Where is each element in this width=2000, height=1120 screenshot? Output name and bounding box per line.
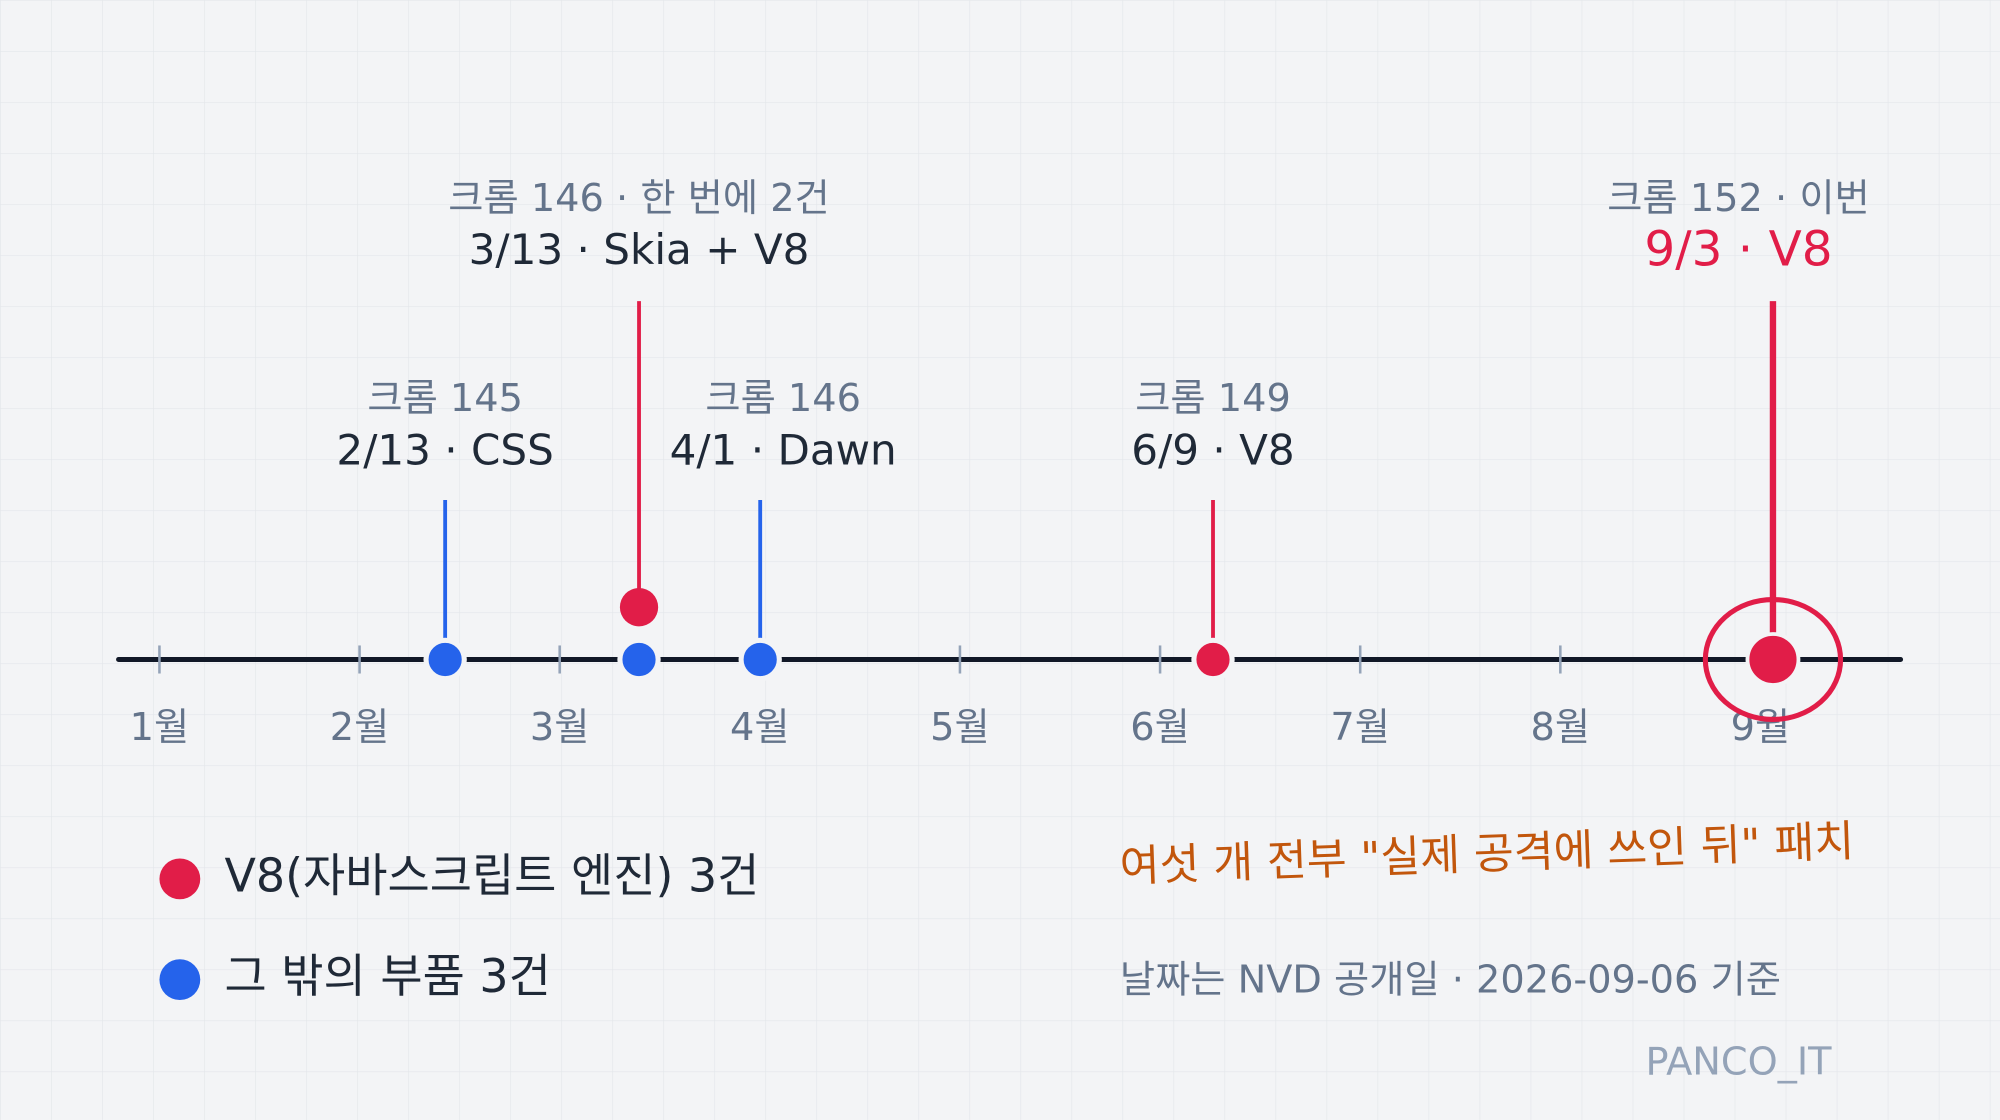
event-label: 2/13 · CSS [336,425,553,474]
event-dot [1191,637,1235,682]
month-label: 7월 [1330,705,1390,750]
event-label-current: 9/3 · V8 [1644,222,1832,278]
event-label: 3/13 · Skia + V8 [469,225,810,274]
month-label: 1월 [130,705,190,750]
event-version: 크롬 146 · 한 번에 2건 [448,176,829,221]
legend-swatch [159,858,201,900]
event-dot [619,588,659,627]
event-label: 4/1 · Dawn [670,425,897,474]
highlight-ring [1702,596,1844,722]
month-ticks: 1월 2월 3월 4월 5월 6월 7월 8월 9월 [130,645,1790,750]
legend-swatch [159,959,201,1001]
legend-label: V8(자바스크립트 엔진) 3건 [224,848,759,902]
event-dot [423,637,467,682]
month-label: 2월 [330,705,390,750]
source-note: 날짜는 NVD 공개일 · 2026-09-06 기준 [1120,958,1781,1003]
legend-label: 그 밖의 부품 3건 [224,949,550,1003]
event-version: 크롬 146 [705,376,861,421]
event-label: 6/9 · V8 [1131,425,1294,474]
event-version: 크롬 149 [1135,376,1291,421]
event-dot [617,637,661,682]
event-version: 크롬 152 · 이번 [1607,176,1869,221]
month-label: 3월 [530,705,590,750]
event-dot [738,637,782,682]
month-label: 8월 [1531,705,1591,750]
event-version: 크롬 145 [367,376,523,421]
month-label: 5월 [930,705,990,750]
month-label: 6월 [1130,705,1190,750]
month-label: 4월 [730,705,790,750]
event-dot-current [1745,632,1801,687]
brand: PANCO_IT [1646,1039,1833,1084]
